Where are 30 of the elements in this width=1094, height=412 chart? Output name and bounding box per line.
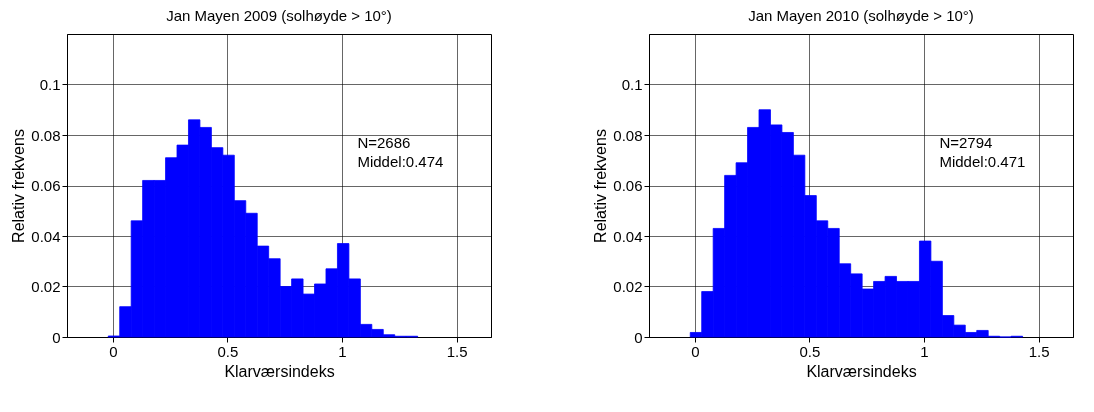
y-tick-label: 0	[52, 328, 61, 346]
y-axis-title: Relativ frekvens	[10, 129, 28, 243]
x-tick-label: 0.5	[217, 342, 239, 360]
y-tick-label: 0.04	[613, 227, 643, 245]
y-tick-label: 0	[634, 328, 643, 346]
y-tick-label: 0.1	[621, 76, 643, 93]
y-tick-label: 0.08	[613, 126, 643, 144]
y-tick-label: 0.08	[31, 126, 61, 144]
chart-title: Jan Mayen 2009 (solhøyde > 10°)	[166, 7, 392, 24]
annotation: N=2686	[357, 134, 411, 152]
y-axis-title: Relativ frekvens	[592, 129, 610, 243]
x-tick-label: 1	[920, 342, 929, 360]
y-tick-label: 0.06	[31, 177, 61, 194]
x-axis-title: Klarværsindeks	[806, 362, 917, 380]
y-tick-label: 0.1	[39, 76, 61, 93]
x-tick-label: 0.5	[799, 342, 821, 360]
chart-title: Jan Mayen 2010 (solhøyde > 10°)	[748, 7, 974, 24]
x-tick-label: 0	[109, 342, 118, 360]
x-tick-label: 0	[691, 342, 700, 360]
x-tick-label: 1	[338, 342, 347, 360]
y-tick-label: 0.02	[613, 278, 643, 295]
annotation: Middel:0.474	[357, 153, 444, 171]
x-axis-title: Klarværsindeks	[224, 362, 335, 380]
y-tick-label: 0.04	[31, 227, 61, 245]
y-tick-label: 0.06	[613, 177, 643, 194]
y-tick-label: 0.02	[31, 278, 61, 295]
annotation: Middel:0.471	[939, 153, 1026, 171]
x-tick-label: 1.5	[1028, 342, 1050, 360]
annotation: N=2794	[939, 134, 993, 152]
x-tick-label: 1.5	[446, 342, 468, 360]
